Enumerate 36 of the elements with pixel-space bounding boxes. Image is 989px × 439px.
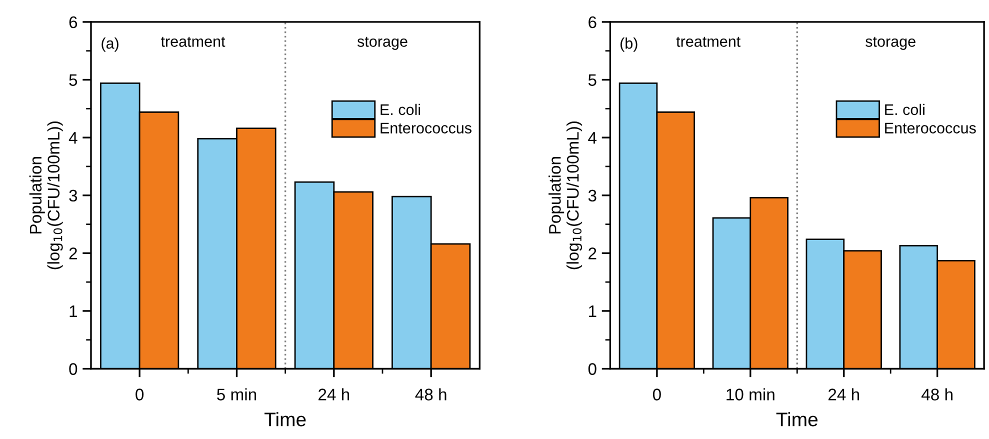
x-axis-title: Time [264,412,306,426]
y-tick-label: 4 [68,132,78,144]
y-tick-label: 3 [69,190,78,202]
y-tick-label: 6 [588,16,596,28]
text: (b) [620,38,638,52]
y-axis-title: Population (log$_{10}$(CFU/100mL)) [29,122,63,270]
x-tick-label: 0 [136,388,144,400]
x-tick-label: 10 min [726,388,774,400]
y-tick-label: 5 [588,74,596,86]
y-axis-title: Population (log$_{10}$(CFU/100mL)) [548,122,582,270]
y-tick-label: 3 [588,190,596,202]
legend-label: E. coli [380,104,420,116]
y-tick-label: 2 [69,248,77,260]
y-tick-label: 6 [69,16,78,28]
y-tick-label: 1 [70,306,77,317]
legend-label: E. coli [885,104,924,116]
annotation: treatment [676,36,741,47]
y-tick-label: 0 [69,363,78,375]
annotation: storage [866,36,916,50]
x-tick-label: 5 min [217,388,256,400]
y-tick-label: 1 [589,306,596,317]
annotation: storage [357,36,408,50]
legend-label: Enterococcus [380,122,472,134]
y-tick-label: 5 [69,74,78,86]
annotation: treatment [160,36,226,47]
x-tick-label: 48 h [921,388,952,400]
y-tick-label: 2 [588,248,596,260]
x-axis-title: Time [776,412,818,426]
x-tick-label: 24 h [318,388,350,400]
y-tick-label: 0 [588,363,596,375]
legend-label: Enterococcus [885,122,976,134]
x-tick-label: 0 [652,388,661,400]
y-tick-label: 4 [588,132,597,144]
text: (a) [102,38,118,52]
x-tick-label: 48 h [415,388,446,400]
x-tick-label: 24 h [828,388,860,400]
